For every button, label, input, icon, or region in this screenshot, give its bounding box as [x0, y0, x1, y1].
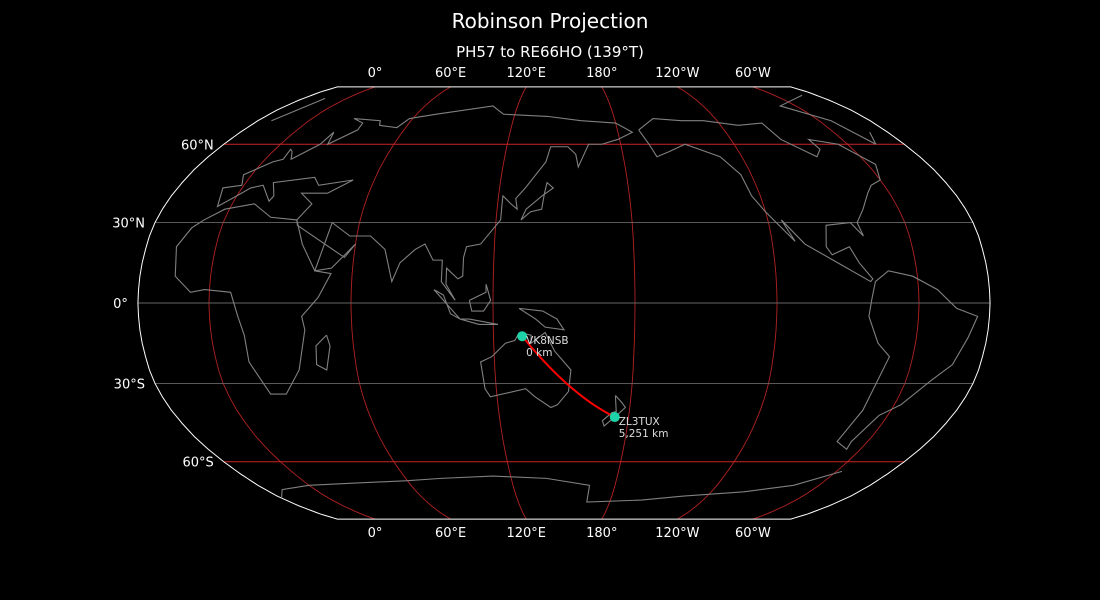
longitude-label: 0° [368, 526, 383, 541]
coastline [778, 94, 877, 145]
station-marker [517, 331, 528, 342]
longitude-label: 0° [368, 66, 383, 81]
longitude-label: 180° [586, 526, 617, 541]
coastline [480, 331, 572, 409]
coastline [216, 105, 634, 301]
station-callsign: VK8NSB [526, 335, 568, 347]
station-callsign: ZL3TUX [619, 416, 660, 428]
coastline [174, 203, 332, 395]
coastline [638, 117, 881, 283]
map-subtitle: PH57 to RE66HO (139°T) [456, 43, 644, 61]
latitude-label: 30°N [112, 217, 145, 232]
coastline [459, 318, 499, 325]
coastline [271, 97, 326, 122]
longitude-label: 60°W [735, 526, 771, 541]
longitude-label: 60°E [435, 66, 466, 81]
longitude-label: 120°W [655, 66, 699, 81]
coastline [315, 334, 331, 371]
longitude-label: 60°W [735, 66, 771, 81]
great-circle-path [521, 335, 616, 418]
coastline [520, 181, 555, 221]
station-distance: 0 km [526, 347, 552, 359]
latitude-label: 60°N [181, 138, 214, 153]
longitude-label: 120°E [506, 66, 546, 81]
coastline [281, 470, 843, 503]
coastline [836, 270, 979, 451]
coastline [601, 395, 627, 427]
latitude-label: 0° [113, 297, 128, 312]
station-marker [609, 412, 620, 423]
longitude-label: 180° [586, 66, 617, 81]
longitude-label: 120°W [655, 526, 699, 541]
coastline [468, 284, 492, 312]
longitude-label: 60°E [435, 526, 466, 541]
longitude-label: 120°E [506, 526, 546, 541]
coastline [869, 131, 877, 145]
latitude-label: 60°S [182, 456, 213, 471]
coastline [518, 307, 566, 331]
map-title: Robinson Projection [451, 9, 649, 33]
station-distance: 5,251 km [619, 428, 669, 440]
coastline [433, 289, 461, 320]
map-outline [137, 86, 991, 520]
latitude-label: 30°S [114, 377, 145, 392]
